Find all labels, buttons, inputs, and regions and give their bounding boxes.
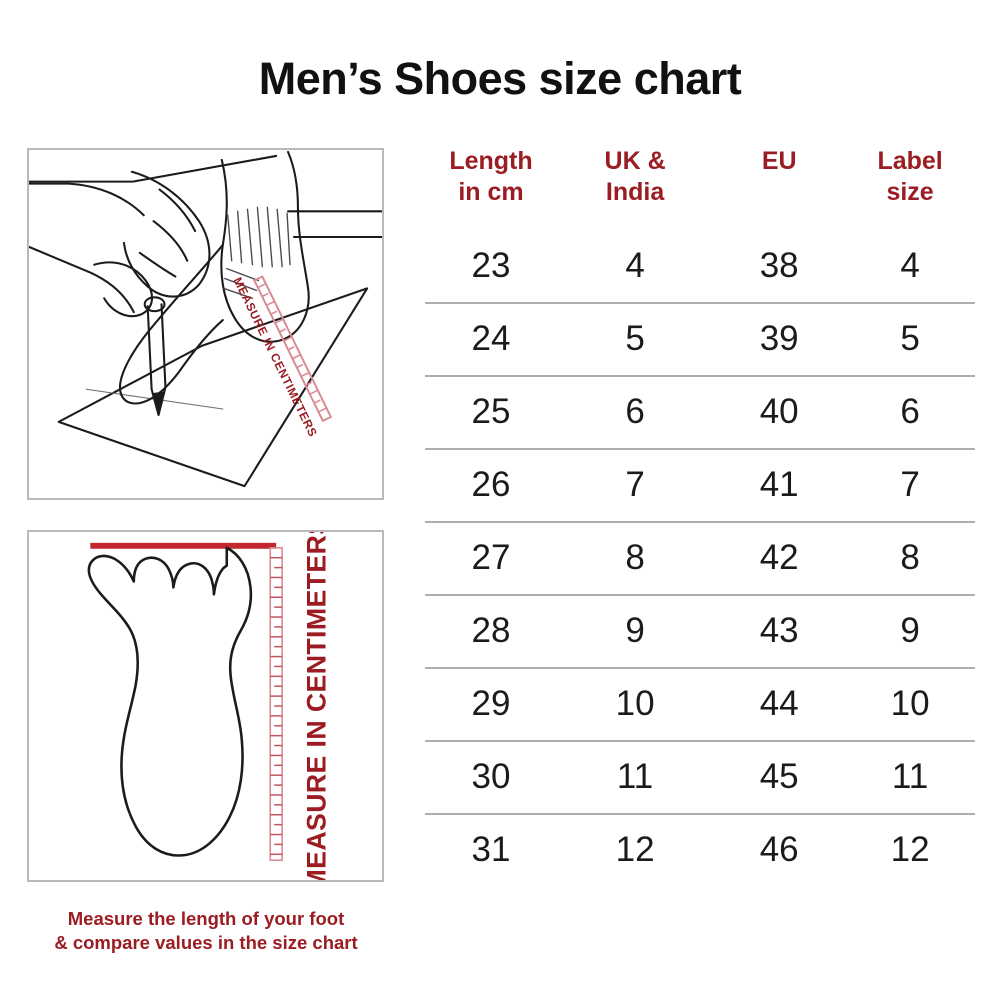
table-header: Length in cm UK & India EU Label size: [425, 140, 975, 231]
cell-eu: 43: [713, 593, 846, 668]
cell-uk-india: 9: [557, 593, 714, 668]
size-chart-table: Length in cm UK & India EU Label size 23…: [425, 140, 975, 886]
cell-eu: 46: [713, 812, 846, 886]
cell-label-size: 10: [845, 666, 975, 741]
column-header-label-size: Label size: [845, 140, 975, 231]
cell-length-cm: 28: [425, 593, 557, 668]
cell-label-size: 6: [845, 374, 975, 449]
cell-length-cm: 26: [425, 447, 557, 522]
column-header-uk-india-line2: India: [605, 178, 665, 207]
table-row: 24 5 39 5: [425, 301, 975, 376]
top-ruler-label: MEASURE IN CENTIMETERS: [230, 275, 320, 439]
cell-eu: 42: [713, 520, 846, 595]
header-row: Length in cm UK & India EU Label size: [425, 140, 975, 231]
foot-outline-with-ruler-illustration: MEASURE IN CENTIMETERS: [27, 530, 384, 882]
size-table-element: Length in cm UK & India EU Label size 23…: [425, 140, 975, 886]
cell-label-size: 11: [845, 739, 975, 814]
column-header-eu-line1: EU: [761, 147, 797, 175]
cell-length-cm: 24: [425, 301, 557, 376]
table-row: 25 6 40 6: [425, 374, 975, 449]
page-title: Men’s Shoes size chart: [258, 53, 742, 104]
table-row: 29 10 44 10: [425, 666, 975, 741]
cell-uk-india: 5: [557, 301, 714, 376]
cell-length-cm: 25: [425, 374, 557, 449]
table-row: 30 11 45 11: [425, 739, 975, 814]
cell-eu: 45: [713, 739, 846, 814]
column-header-eu: EU: [713, 140, 845, 231]
cell-length-cm: 30: [425, 739, 557, 814]
caption-line-1: Measure the length of your foot: [67, 908, 345, 929]
cell-eu: 40: [713, 374, 846, 449]
column-header-label-size-line1: Label: [877, 147, 943, 175]
table-row: 31 12 46 12: [425, 812, 975, 886]
cell-length-cm: 31: [425, 812, 557, 886]
cell-label-size: 4: [900, 246, 920, 285]
cell-length-cm: 29: [425, 666, 557, 741]
cell-eu: 39: [713, 301, 846, 376]
column-header-length: Length in cm: [425, 140, 557, 231]
table-row: 28 9 43 9: [425, 593, 975, 668]
column-header-length-line2: in cm: [458, 178, 524, 207]
cell-length-cm: 27: [425, 520, 557, 595]
bottom-ruler-label: MEASURE IN CENTIMETERS: [302, 532, 332, 880]
measure-foot-on-paper-illustration: MEASURE IN CENTIMETERS: [27, 148, 384, 500]
column-header-uk-india: UK & India: [557, 140, 713, 231]
foot-outline-drawing: MEASURE IN CENTIMETERS: [87, 532, 332, 880]
column-header-length-line1: Length: [449, 147, 533, 175]
table-row: 26 7 41 7: [425, 447, 975, 522]
foot-sole-outline: [87, 546, 253, 857]
table-row: 27 8 42 8: [425, 520, 975, 595]
column-header-uk-india-line1: UK &: [604, 147, 666, 175]
cell-uk-india: 8: [557, 520, 714, 595]
cell-uk-india: 6: [557, 374, 714, 449]
cell-uk-india: 11: [557, 739, 714, 814]
table-row: 23 4 38 4: [425, 231, 975, 303]
illustration-column: MEASURE IN CENTIMETERS: [27, 148, 384, 882]
cell-label-size: 9: [845, 593, 975, 668]
cell-eu: 38: [759, 246, 799, 285]
illustration-caption: Measure the length of your foot & compar…: [10, 907, 402, 956]
table-body: 23 4 38 4 24 5 39 5 25 6 40 6 26 7 41 7 27 8 42 8 28 9 43 9 29 10…: [425, 231, 975, 886]
cell-label-size: 12: [845, 812, 975, 886]
column-header-label-size-line2: size: [886, 178, 934, 207]
cell-label-size: 8: [845, 520, 975, 595]
cell-uk-india: 10: [557, 666, 714, 741]
cell-length-cm: 23: [471, 246, 511, 285]
caption-line-2: & compare values in the size chart: [54, 932, 358, 954]
cell-eu: 41: [713, 447, 846, 522]
cell-uk-india: 4: [625, 246, 645, 285]
cell-uk-india: 12: [557, 812, 714, 886]
measure-foot-on-paper-drawing: MEASURE IN CENTIMETERS: [29, 150, 382, 488]
vertical-ruler: [269, 547, 283, 862]
cell-uk-india: 7: [557, 447, 714, 522]
cell-eu: 44: [713, 666, 846, 741]
cell-label-size: 7: [845, 447, 975, 522]
cell-label-size: 5: [845, 301, 975, 376]
